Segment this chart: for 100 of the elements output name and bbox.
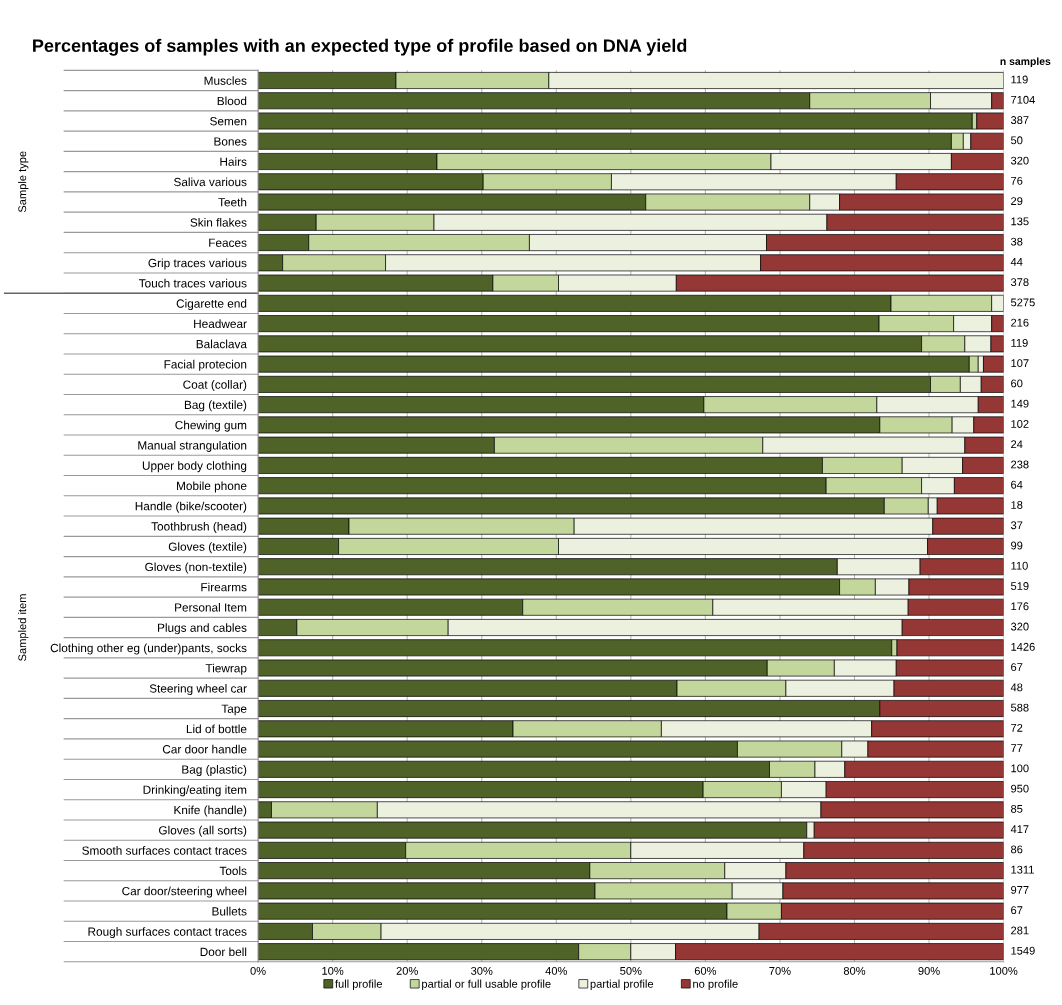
text: 102 bbox=[1011, 420, 1029, 428]
text: 100 bbox=[1011, 764, 1029, 773]
x-tick-label: 20% bbox=[396, 966, 418, 975]
y-tick-label: Facial protecion bbox=[164, 359, 247, 371]
text: 72 bbox=[1011, 723, 1023, 732]
y-tick-label: Tiewrap bbox=[205, 663, 247, 675]
x-tick-label: 100% bbox=[990, 966, 1018, 975]
text: 110 bbox=[1011, 561, 1028, 570]
text: 44 bbox=[1010, 258, 1023, 266]
text: 99 bbox=[1011, 541, 1023, 550]
text: Sampled item bbox=[18, 594, 29, 661]
legend-label: no profile bbox=[693, 979, 738, 990]
text: 135 bbox=[1011, 217, 1029, 226]
bar bbox=[258, 639, 893, 657]
text: 107 bbox=[1011, 359, 1029, 368]
y-tick-label: Rough surfaces contact traces bbox=[88, 927, 247, 939]
y-tick-label: Plugs and cables bbox=[158, 623, 247, 635]
y-tick-label: Gloves (textile) bbox=[168, 542, 247, 554]
text: 29 bbox=[1011, 197, 1023, 206]
y-tick-label: Bullets bbox=[212, 906, 247, 916]
y-tick-label: Balaclava bbox=[196, 339, 247, 349]
y-tick-label: Tools bbox=[219, 866, 247, 876]
y-tick-label: Skin flakes bbox=[190, 218, 247, 227]
y-tick-label: Upper body clothing bbox=[142, 461, 247, 473]
y-tick-label: Chewing gum bbox=[175, 420, 247, 432]
bar bbox=[258, 112, 973, 130]
text: 18 bbox=[1011, 501, 1023, 509]
text: 1549 bbox=[1011, 946, 1035, 955]
text: 417 bbox=[1010, 825, 1029, 833]
text: 119 bbox=[1011, 338, 1028, 347]
text: 320 bbox=[1010, 156, 1029, 165]
y-tick-label: Car door/steering wheel bbox=[122, 886, 247, 898]
text: 7104 bbox=[1011, 95, 1035, 104]
text: 85 bbox=[1011, 804, 1023, 813]
y-tick-label: Door bell bbox=[200, 947, 247, 957]
y-tick-label: Handle (bike/scooter) bbox=[135, 501, 247, 513]
text: 238 bbox=[1011, 460, 1029, 469]
text: 977 bbox=[1011, 885, 1029, 894]
y-tick-label: Coat (collar) bbox=[183, 380, 247, 392]
text: 67 bbox=[1011, 906, 1023, 915]
y-tick-label: Drinking/eating item bbox=[143, 785, 247, 797]
y-tick-label: Headwear bbox=[194, 319, 247, 328]
y-tick-label: Tape bbox=[221, 704, 247, 716]
x-tick-label: 30% bbox=[471, 966, 493, 975]
y-tick-label: Smooth surfaces contact traces bbox=[82, 846, 247, 855]
text: 50 bbox=[1010, 136, 1023, 145]
x-tick-label: 50% bbox=[620, 966, 642, 975]
text: 1426 bbox=[1011, 642, 1035, 651]
chart-title: Percentages of samples with an expected type of profile based on DNA yield bbox=[33, 38, 687, 56]
y-tick-label: Toothbrush (head) bbox=[151, 521, 247, 533]
text: 1311 bbox=[1011, 865, 1034, 874]
text: 320 bbox=[1010, 622, 1029, 631]
text: 38 bbox=[1010, 237, 1023, 246]
x-tick-label: 60% bbox=[694, 966, 717, 975]
x-tick-label: 90% bbox=[918, 966, 940, 975]
y-tick-label: Gloves (non-textile) bbox=[145, 562, 247, 574]
y-tick-label: Cigarette end bbox=[176, 299, 247, 311]
text: 378 bbox=[1010, 278, 1029, 287]
text: n samples bbox=[1000, 57, 1051, 68]
x-tick-label: 80% bbox=[843, 966, 866, 975]
y-tick-label: Mobile phone bbox=[177, 481, 247, 493]
y-tick-label: Saliva various bbox=[174, 177, 247, 187]
y-tick-label: Blood bbox=[217, 96, 247, 106]
text: 37 bbox=[1010, 521, 1023, 530]
y-tick-label: Steering wheel car bbox=[149, 684, 247, 695]
y-tick-label: Personal Item bbox=[175, 602, 247, 612]
text: 64 bbox=[1011, 480, 1023, 489]
text: 86 bbox=[1011, 845, 1023, 854]
y-tick-label: Clothing other eg (under)pants, socks bbox=[50, 643, 247, 655]
bar bbox=[976, 112, 1004, 130]
y-tick-label: Manual strangulation bbox=[138, 440, 247, 452]
text: 76 bbox=[1011, 176, 1023, 185]
y-tick-label: Car door handle bbox=[162, 744, 247, 754]
text: 5275 bbox=[1010, 298, 1035, 307]
text: 60 bbox=[1011, 379, 1023, 388]
y-tick-label: Semen bbox=[210, 117, 247, 126]
text: 387 bbox=[1010, 116, 1029, 124]
text: 519 bbox=[1010, 582, 1029, 590]
y-tick-label: Lid of bottle bbox=[186, 724, 247, 734]
text: Sample type bbox=[18, 151, 29, 213]
y-tick-label: Teeth bbox=[218, 197, 247, 207]
y-tick-label: Touch traces various bbox=[138, 278, 247, 288]
y-tick-label: Bag (plastic) bbox=[182, 765, 247, 777]
y-tick-label: Bones bbox=[214, 137, 247, 146]
y-tick-label: Grip traces various bbox=[148, 258, 247, 270]
text: 216 bbox=[1011, 318, 1029, 327]
text: 950 bbox=[1011, 784, 1029, 793]
y-tick-label: Hairs bbox=[220, 157, 247, 166]
legend-label: partial profile bbox=[590, 979, 654, 990]
y-tick-label: Knife (handle) bbox=[174, 805, 247, 817]
text: 281 bbox=[1011, 926, 1029, 935]
text: 149 bbox=[1011, 399, 1029, 408]
x-tick-label: 40% bbox=[545, 966, 567, 975]
x-tick-label: 10% bbox=[322, 966, 344, 975]
text: 588 bbox=[1010, 703, 1029, 712]
y-tick-label: Firearms bbox=[201, 582, 247, 592]
x-tick-label: 70% bbox=[769, 966, 791, 975]
text: 176 bbox=[1011, 602, 1029, 611]
y-tick-label: Feaces bbox=[209, 238, 247, 247]
text: 119 bbox=[1011, 75, 1028, 84]
